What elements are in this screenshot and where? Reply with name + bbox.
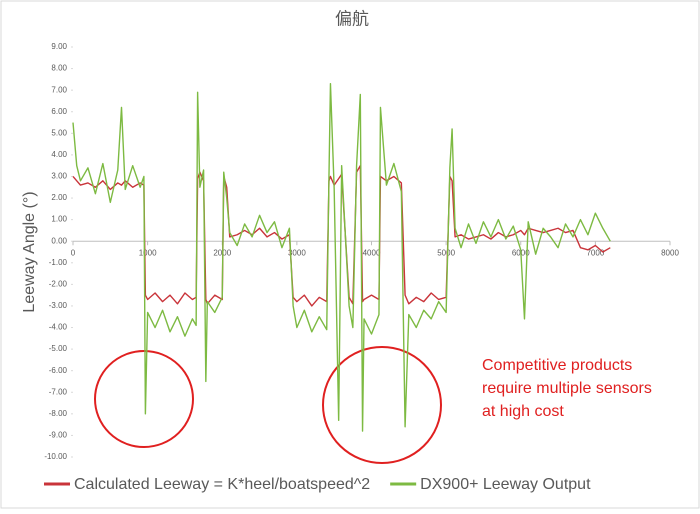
- legend-label: DX900+ Leeway Output: [420, 476, 591, 493]
- chart-title: 偏航: [335, 9, 369, 28]
- y-tick-label: 9.00: [51, 42, 67, 51]
- x-tick-label: 1000: [139, 248, 157, 257]
- series-line: [72, 164, 611, 307]
- series-line: [72, 82, 611, 432]
- y-tick-label: 6.00: [51, 107, 67, 116]
- y-tick-label: -1.00: [49, 258, 68, 267]
- y-tick-label: -5.00: [49, 344, 68, 353]
- legend-label: Calculated Leeway = K*heel/boatspeed^2: [74, 476, 370, 493]
- annotation: Competitive products: [482, 357, 632, 374]
- y-tick-label: 2.00: [51, 193, 67, 202]
- y-axis-label: Leeway Angle (°): [21, 191, 38, 312]
- y-tick-label: -3.00: [49, 301, 68, 310]
- y-tick-label: -7.00: [49, 387, 68, 396]
- x-tick-label: 8000: [661, 248, 679, 257]
- y-tick-label: 0.00: [51, 236, 67, 245]
- annotation: require multiple sensors: [482, 380, 652, 397]
- y-tick-label: -6.00: [49, 366, 68, 375]
- x-tick-label: 0: [71, 248, 76, 257]
- y-tick-label: 5.00: [51, 128, 67, 137]
- x-tick-label: 4000: [363, 248, 381, 257]
- y-tick-label: 3.00: [51, 172, 67, 181]
- x-tick-label: 3000: [288, 248, 306, 257]
- x-tick-label: 5000: [437, 248, 455, 257]
- y-tick-label: 8.00: [51, 64, 67, 73]
- y-tick-label: -8.00: [49, 409, 68, 418]
- x-tick-label: 7000: [586, 248, 604, 257]
- highlight-circle: [94, 350, 194, 448]
- y-tick-label: 4.00: [51, 150, 67, 159]
- y-tick-label: -2.00: [49, 279, 68, 288]
- y-tick-label: -10.00: [44, 452, 67, 461]
- highlight-circle: [322, 346, 442, 464]
- annotation: at high cost: [482, 403, 564, 420]
- y-tick-label: 7.00: [51, 85, 67, 94]
- y-tick-label: -9.00: [49, 431, 68, 440]
- y-tick-label: -4.00: [49, 323, 68, 332]
- y-tick-label: 1.00: [51, 215, 67, 224]
